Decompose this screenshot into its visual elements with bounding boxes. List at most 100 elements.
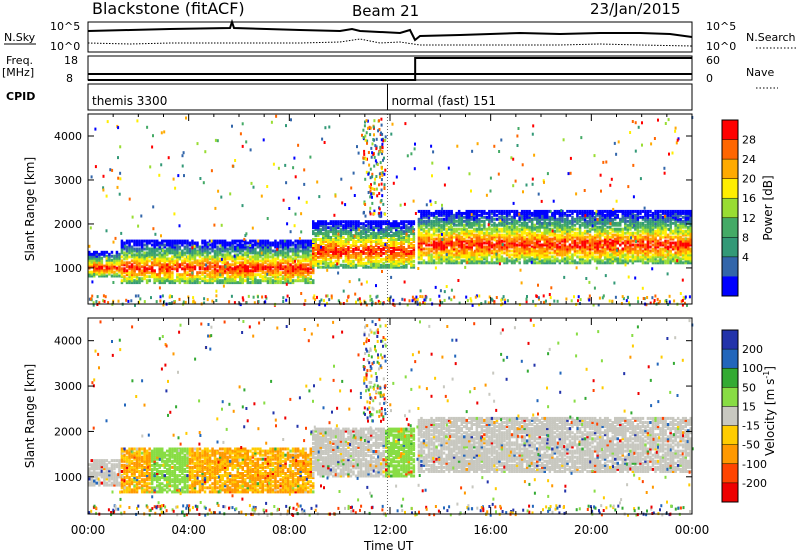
data-cell xyxy=(349,228,353,232)
data-cell xyxy=(455,239,458,243)
data-cell xyxy=(455,259,458,263)
data-cell xyxy=(417,261,421,265)
data-cell xyxy=(281,245,285,249)
data-cell xyxy=(349,255,353,259)
data-cell xyxy=(629,255,632,259)
data-cell xyxy=(304,269,307,273)
data-cell xyxy=(274,263,277,267)
data-cell xyxy=(322,228,325,232)
data-cell xyxy=(319,255,322,259)
data-cell xyxy=(505,223,509,227)
data-cell xyxy=(676,237,680,241)
data-cell xyxy=(445,251,448,255)
data-cell xyxy=(354,240,358,243)
data-cell xyxy=(671,221,675,225)
data-cell xyxy=(576,209,579,213)
data-cell xyxy=(533,261,536,265)
data-cell xyxy=(581,251,584,255)
data-cell xyxy=(352,259,355,263)
data-cell xyxy=(566,213,569,217)
data-cell xyxy=(317,226,320,230)
data-cell xyxy=(573,209,577,213)
data-cell xyxy=(352,224,355,228)
data-cell xyxy=(450,243,453,247)
data-cell xyxy=(656,245,660,249)
data-cell xyxy=(296,243,300,247)
data-cell xyxy=(369,263,373,267)
data-cell xyxy=(249,257,252,261)
data-cell xyxy=(143,261,146,265)
data-cell xyxy=(558,235,562,239)
data-cell xyxy=(407,249,411,253)
data-cell xyxy=(510,227,514,231)
scatter-echo xyxy=(112,240,115,244)
data-cell xyxy=(259,281,262,285)
scatter-echo xyxy=(187,255,189,259)
data-cell xyxy=(420,211,423,215)
data-cell xyxy=(251,281,255,285)
data-cell xyxy=(347,263,350,267)
data-cell xyxy=(186,279,189,283)
data-cell xyxy=(470,241,473,245)
data-cell xyxy=(402,255,406,259)
data-cell xyxy=(598,245,602,249)
data-cell xyxy=(138,271,141,275)
data-cell xyxy=(372,245,375,249)
data-cell xyxy=(490,255,494,259)
data-cell xyxy=(256,279,260,283)
data-cell xyxy=(314,263,317,267)
data-cell xyxy=(115,262,119,266)
data-cell xyxy=(543,217,546,221)
data-cell xyxy=(654,223,657,227)
data-cell xyxy=(342,259,345,263)
data-cell xyxy=(291,275,295,279)
data-cell xyxy=(153,279,156,283)
data-cell xyxy=(153,263,156,267)
data-cell xyxy=(216,277,219,281)
data-cell xyxy=(296,247,300,251)
data-cell xyxy=(485,217,489,221)
data-cell xyxy=(296,251,300,255)
data-cell xyxy=(583,209,587,213)
data-cell xyxy=(450,213,453,217)
data-cell xyxy=(269,249,272,253)
data-cell xyxy=(261,251,265,255)
data-cell xyxy=(671,237,675,241)
data-cell xyxy=(145,239,149,243)
scatter-echo xyxy=(516,134,519,138)
data-cell xyxy=(588,243,592,247)
data-cell xyxy=(460,211,463,215)
data-cell xyxy=(385,263,388,267)
data-cell xyxy=(223,281,227,285)
data-cell xyxy=(281,271,285,275)
data-cell xyxy=(455,219,458,223)
data-cell xyxy=(490,233,494,237)
data-cell xyxy=(435,243,438,247)
data-cell xyxy=(498,249,501,253)
data-cell xyxy=(412,228,416,232)
data-cell xyxy=(649,223,652,227)
data-cell xyxy=(440,255,443,259)
scatter-echo xyxy=(411,226,414,229)
data-cell xyxy=(239,261,242,265)
data-cell xyxy=(359,244,363,247)
data-cell xyxy=(468,243,471,247)
data-cell xyxy=(656,243,660,247)
data-cell xyxy=(596,231,599,235)
scatter-echo xyxy=(250,181,253,185)
data-cell xyxy=(319,242,322,245)
data-cell xyxy=(327,222,330,226)
data-cell xyxy=(246,267,249,271)
data-cell xyxy=(515,237,519,241)
scatter-echo xyxy=(151,145,154,149)
data-cell xyxy=(186,239,189,243)
data-cell xyxy=(425,241,428,245)
data-cell xyxy=(523,241,526,245)
data-cell xyxy=(470,245,473,249)
data-cell xyxy=(427,209,431,213)
data-cell xyxy=(103,274,106,278)
data-cell xyxy=(508,213,511,217)
data-cell xyxy=(198,253,202,257)
data-cell xyxy=(634,219,637,223)
data-cell xyxy=(405,240,408,243)
